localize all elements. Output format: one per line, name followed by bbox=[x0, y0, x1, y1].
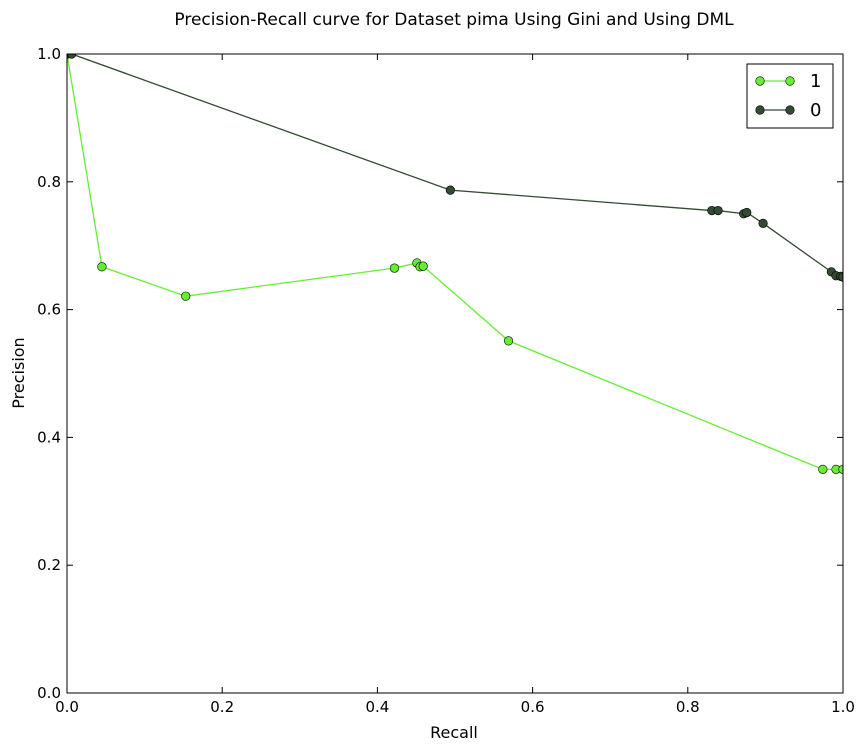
data-point-1 bbox=[181, 291, 191, 301]
series-0 bbox=[67, 54, 843, 282]
x-tick-label: 0.2 bbox=[210, 698, 234, 716]
series-1 bbox=[67, 54, 843, 474]
data-point-0 bbox=[758, 218, 768, 228]
axis-ticks: 0.0 0.2 0.4 0.6 0.8 1.0 0.0 0.2 0.4 0.6 0.8 1.0 bbox=[37, 45, 855, 716]
legend-marker bbox=[755, 105, 765, 115]
data-point-1 bbox=[503, 336, 514, 346]
legend-item-0: 0 bbox=[755, 100, 821, 121]
series-line-0 bbox=[67, 54, 843, 278]
y-tick-label: 0.8 bbox=[37, 173, 61, 191]
series-group bbox=[67, 54, 843, 474]
data-point-0 bbox=[713, 205, 723, 216]
data-point-0 bbox=[445, 185, 455, 195]
legend-marker bbox=[755, 76, 765, 86]
x-tick-label: 1.0 bbox=[831, 698, 855, 716]
data-point-1 bbox=[97, 262, 107, 272]
chart-title: Precision-Recall curve for Dataset pima … bbox=[174, 10, 734, 30]
legend-label: 0 bbox=[810, 100, 821, 121]
y-axis-label: Precision bbox=[9, 337, 28, 408]
legend-item-1: 1 bbox=[755, 71, 821, 92]
data-point-1 bbox=[838, 464, 843, 474]
data-point-0 bbox=[838, 272, 843, 282]
x-tick-label: 0.0 bbox=[55, 698, 79, 716]
plot-area bbox=[67, 54, 843, 474]
legend-marker bbox=[785, 105, 795, 115]
y-tick-label: 1.0 bbox=[37, 45, 61, 63]
plot-frame bbox=[66, 53, 844, 694]
data-point-1 bbox=[418, 261, 428, 271]
y-tick-label: 0.2 bbox=[37, 556, 61, 574]
data-point-0 bbox=[742, 207, 752, 218]
x-tick-label: 0.8 bbox=[676, 698, 700, 716]
series-line-1 bbox=[67, 54, 843, 471]
y-tick-label: 0.6 bbox=[37, 301, 61, 319]
legend-marker bbox=[785, 76, 795, 86]
y-tick-label: 0.0 bbox=[37, 684, 61, 702]
x-axis-label: Recall bbox=[430, 723, 478, 742]
x-tick-label: 0.4 bbox=[365, 698, 389, 716]
data-point-1 bbox=[818, 464, 828, 474]
legend-box bbox=[746, 63, 834, 129]
y-tick-label: 0.4 bbox=[37, 428, 61, 446]
legend: 10 bbox=[746, 63, 834, 129]
data-point-1 bbox=[389, 263, 400, 273]
x-tick-label: 0.6 bbox=[521, 698, 545, 716]
legend-label: 1 bbox=[810, 71, 821, 92]
